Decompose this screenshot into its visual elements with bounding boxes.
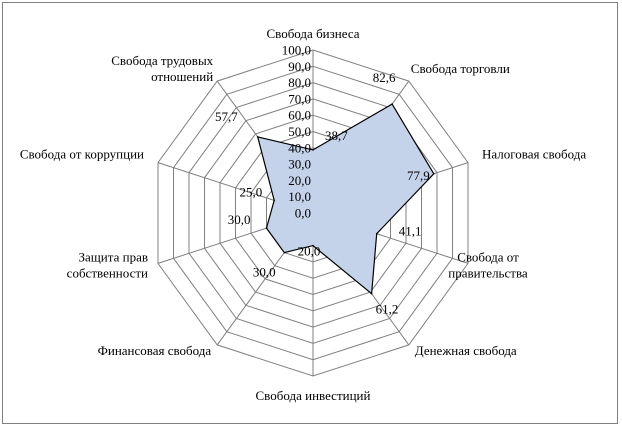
category-label: Денежная свобода — [415, 343, 517, 358]
radial-tick-label: 100,0 — [282, 43, 311, 58]
radial-tick-label: 70,0 — [288, 91, 311, 106]
data-label: 57,7 — [215, 109, 238, 124]
radial-tick-label: 60,0 — [288, 108, 311, 123]
series-point — [283, 251, 286, 254]
data-label: 30,0 — [253, 265, 276, 280]
category-label: Свобода бизнеса — [266, 26, 359, 41]
data-label: 20,0 — [298, 244, 321, 259]
radial-tick-label: 20,0 — [288, 173, 311, 188]
radial-tick-label: 30,0 — [288, 157, 311, 172]
series-point — [391, 103, 393, 105]
radial-tick-label: 90,0 — [288, 59, 311, 74]
series-point — [265, 227, 268, 229]
radial-tick-label: 0,0 — [295, 206, 311, 221]
radial-tick-label: 80,0 — [288, 75, 311, 90]
category-label: Свобода торговли — [411, 61, 510, 76]
category-label: Налоговая свобода — [482, 147, 586, 162]
series-point — [256, 136, 259, 138]
radial-tick-label: 10,0 — [288, 189, 311, 204]
series-point — [375, 232, 378, 235]
data-label: 41,1 — [399, 224, 422, 239]
data-labels: 38,782,677,941,161,220,030,030,025,057,7 — [215, 70, 430, 317]
category-label: Свобода трудовых отношений — [111, 53, 213, 84]
category-label: Свобода инвестиций — [256, 388, 371, 403]
data-label: 82,6 — [373, 70, 396, 85]
data-label: 30,0 — [228, 212, 251, 227]
category-label: Свобода от правительства — [448, 249, 528, 280]
radial-tick-label: 40,0 — [288, 140, 311, 155]
data-label: 25,0 — [239, 184, 262, 199]
category-label: Защита прав собственности — [67, 249, 148, 280]
data-label: 38,7 — [325, 128, 348, 143]
series-point — [312, 149, 314, 151]
radial-tick-labels: 0,0 10,020,030,0 40,050,060,0 70,080,090,01… — [282, 43, 311, 221]
category-labels: Свобода бизнеса Свобода торговли Налоговая… — [20, 26, 587, 403]
series-point — [370, 292, 373, 295]
series-point — [312, 244, 314, 247]
category-label: Финансовая свобода — [98, 343, 212, 358]
series-point — [273, 199, 276, 202]
radar-series — [256, 103, 435, 295]
radial-tick-label: 50,0 — [288, 124, 311, 139]
category-label: Свобода от коррупции — [20, 147, 144, 162]
data-label: 61,2 — [376, 302, 399, 317]
data-label: 77,9 — [407, 168, 430, 183]
series-point — [433, 173, 435, 175]
